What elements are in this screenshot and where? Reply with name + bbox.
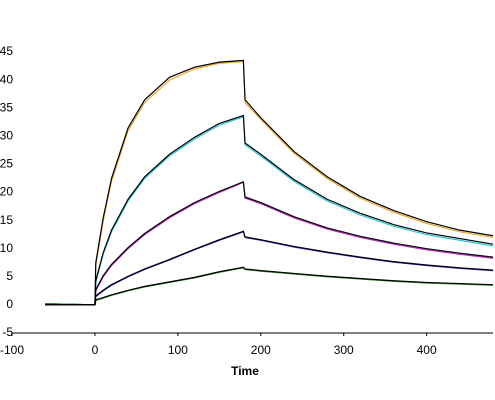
- y-tick-label: 40: [0, 72, 13, 86]
- x-tick-label: -100: [0, 343, 24, 357]
- x-tick-label: 0: [92, 343, 99, 357]
- y-tick-label: -5: [2, 325, 13, 339]
- series-line: [45, 230, 494, 306]
- y-tick-label: 25: [0, 157, 13, 171]
- y-tick-label: 10: [0, 241, 13, 255]
- y-tick-label: 45: [0, 44, 13, 58]
- series-line: [45, 266, 494, 306]
- y-tick-label: 5: [6, 269, 13, 283]
- x-tick-label: 200: [251, 343, 271, 357]
- x-tick-label: 100: [168, 343, 188, 357]
- y-tick-label: 0: [6, 297, 13, 311]
- x-tick-label: 400: [417, 343, 437, 357]
- series-line: [45, 60, 494, 306]
- x-tick-label: 300: [334, 343, 354, 357]
- series-line: [45, 180, 494, 306]
- y-tick-label: 35: [0, 100, 13, 114]
- series-line: [45, 181, 494, 306]
- y-tick-label: 15: [0, 213, 13, 227]
- series-line: [45, 267, 494, 306]
- series-line: [45, 114, 494, 306]
- series-line: [45, 59, 494, 306]
- series-line: [45, 115, 494, 306]
- x-axis-label: Time: [231, 364, 259, 378]
- y-tick-label: 20: [0, 185, 13, 199]
- y-tick-label: 30: [0, 128, 13, 142]
